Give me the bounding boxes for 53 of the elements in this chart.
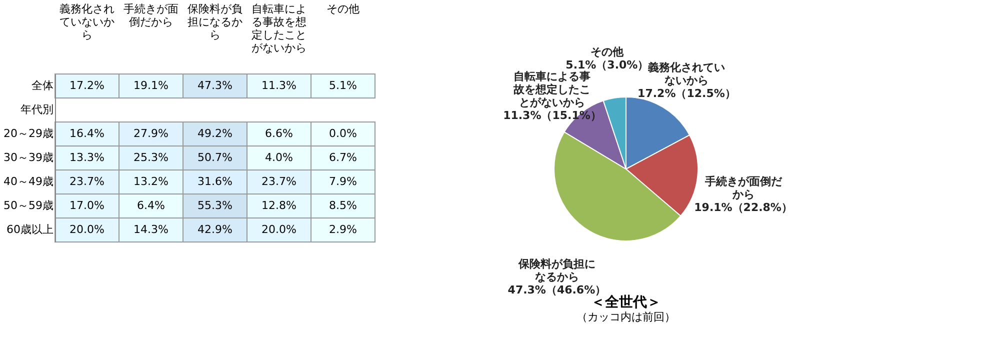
data-label: 6.7% xyxy=(329,151,357,164)
data-label: 23.7% xyxy=(262,175,296,188)
data-label: 19.1%（22.8%） xyxy=(694,200,792,214)
data-label: 4.0% xyxy=(265,151,293,164)
data-label: 7.9% xyxy=(329,175,357,188)
data-label: 5.1%（3.0%） xyxy=(566,58,649,72)
data-label: 6.4% xyxy=(137,199,165,212)
data-label: 12.8% xyxy=(262,199,296,212)
data-label: 31.6% xyxy=(198,175,232,188)
data-label: 25.3% xyxy=(134,151,168,164)
slice-label: その他 xyxy=(590,46,625,59)
y-tick-label: 年代別 xyxy=(20,103,54,116)
slice-label: 保険料が負担になるから xyxy=(517,258,596,284)
data-label: 16.4% xyxy=(70,127,104,140)
x-tick-label: その他 xyxy=(326,2,360,16)
data-label: 23.7% xyxy=(70,175,104,188)
data-label: 50.7% xyxy=(198,151,232,164)
data-label: 2.9% xyxy=(329,223,357,236)
text: ＜全世代＞ xyxy=(591,294,661,311)
data-label: 6.6% xyxy=(265,127,293,140)
data-label: 13.2% xyxy=(134,175,168,188)
y-tick-label: 20～29歳 xyxy=(4,127,54,140)
data-label: 14.3% xyxy=(134,223,168,236)
data-label: 11.3% xyxy=(262,79,296,92)
x-tick-label: 手続きが面倒だから xyxy=(124,2,178,28)
data-label: 27.9% xyxy=(134,127,168,140)
data-label: 8.5% xyxy=(329,199,357,212)
data-label: 13.3% xyxy=(70,151,104,164)
data-label: 47.3%（46.6%） xyxy=(508,284,606,297)
data-label: 19.1% xyxy=(134,79,168,92)
data-label: 49.2% xyxy=(198,127,232,140)
text: （カッコ内は前回） xyxy=(576,310,676,324)
y-tick-label: 全体 xyxy=(32,79,54,92)
data-label: 20.0% xyxy=(262,223,296,236)
data-label: 20.0% xyxy=(70,223,104,236)
x-tick-label: 義務化されていないから xyxy=(60,2,114,42)
x-tick-label: 自転車による事故を想定したことがないから xyxy=(252,2,306,54)
data-label: 17.2% xyxy=(70,79,104,92)
data-label: 42.9% xyxy=(198,223,232,236)
y-tick-label: 30～39歳 xyxy=(4,151,54,164)
slice-label: 義務化されていないから xyxy=(647,60,726,87)
x-tick-label: 保険料が負担になるから xyxy=(188,2,242,42)
y-tick-label: 50～59歳 xyxy=(4,199,54,212)
data-label: 0.0% xyxy=(329,127,357,140)
data-label: 17.0% xyxy=(70,199,104,212)
data-label: 47.3% xyxy=(198,79,232,92)
data-label: 17.2%（12.5%） xyxy=(638,86,736,100)
y-tick-label: 40～49歳 xyxy=(4,175,54,188)
data-label: 55.3% xyxy=(198,199,232,212)
data-label: 5.1% xyxy=(329,79,357,92)
slice-label: 手続きが面倒だから xyxy=(704,174,783,201)
slice-label: 自転車による事故を想定したことがないから xyxy=(512,70,591,109)
y-tick-label: 60歳以上 xyxy=(6,223,54,236)
